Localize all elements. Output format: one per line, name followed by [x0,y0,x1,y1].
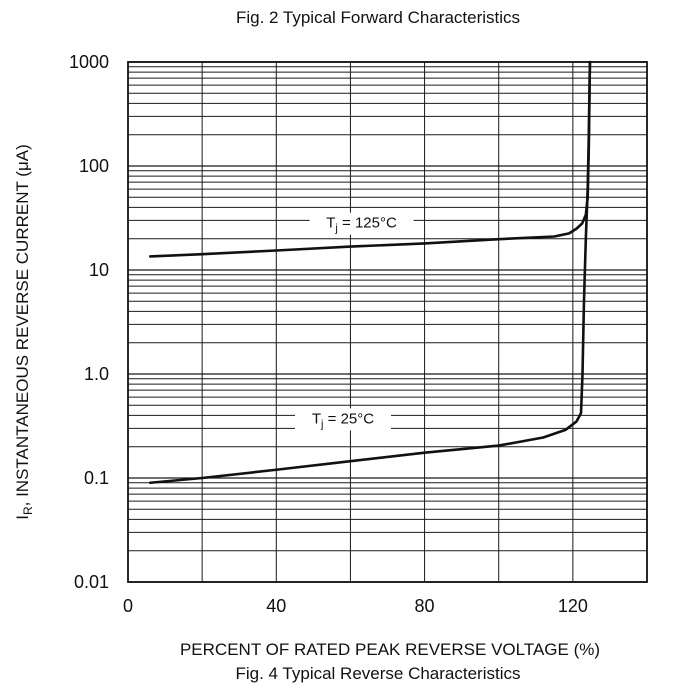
y-tick-label: 10 [89,260,109,280]
y-axis-title-mu: μ [13,161,32,171]
x-tick-label: 0 [123,596,133,616]
x-tick-label: 80 [415,596,435,616]
y-axis-title-subscript: R [21,506,35,515]
y-axis-title-unit: A) [13,144,32,161]
y-tick-label: 1000 [69,52,109,72]
y-tick-label: 0.01 [74,572,109,592]
series-label-125c-prefix: T [326,215,335,232]
plot-frame [128,62,647,582]
y-tick-label: 100 [79,156,109,176]
bottom-caption: Fig. 4 Typical Reverse Characteristics [235,664,520,683]
top-caption: Fig. 2 Typical Forward Characteristics [236,8,520,27]
series-label-25c: Tj = 25°C [295,408,391,430]
y-tick-label: 1.0 [84,364,109,384]
x-tick-label: 40 [266,596,286,616]
y-axis-title: IR, INSTANTANEOUS REVERSE CURRENT (μA) [13,144,35,520]
x-axis-title: PERCENT OF RATED PEAK REVERSE VOLTAGE (%… [180,640,600,659]
grid-layer [128,62,647,582]
series-label-125c: Tj = 125°C [310,213,414,235]
series-label-25c-suffix: = 25°C [324,410,375,427]
series-label-125c-suffix: = 125°C [338,215,397,232]
x-tick-label: 120 [558,596,588,616]
y-axis-title-text: , INSTANTANEOUS REVERSE CURRENT ( [13,171,32,507]
y-tick-label: 0.1 [84,468,109,488]
axes-layer: 0 40 80 120 0.01 0.1 1.0 10 100 1000 [69,52,647,616]
series-label-25c-prefix: T [312,410,321,427]
